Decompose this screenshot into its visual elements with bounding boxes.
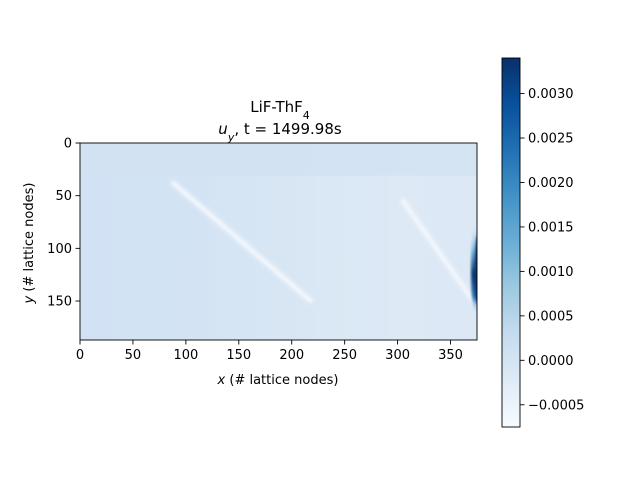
colorbar-tick-label-4: 0.0015 bbox=[528, 220, 574, 235]
plot-frame bbox=[79, 142, 478, 341]
heatmap-edge-peak-core bbox=[475, 237, 477, 302]
colorbar-tick-label-0: −0.0005 bbox=[528, 398, 584, 413]
y-tick-label-150: 150 bbox=[47, 295, 72, 310]
x-tick-label-0: 0 bbox=[76, 348, 84, 363]
colorbar-axis: −0.0005 0.0000 0.0005 0.0010 0.0015 0.0020 0.0… bbox=[520, 87, 584, 413]
x-axis-label: x (# lattice nodes) bbox=[217, 373, 339, 388]
x-tick-label-200: 200 bbox=[279, 348, 304, 363]
x-axis: 0 50 100 150 200 250 300 350 bbox=[76, 340, 463, 363]
heatmap-streak-core-2 bbox=[401, 199, 477, 308]
y-tick-label-0: 0 bbox=[64, 137, 72, 152]
x-tick-label-250: 250 bbox=[332, 348, 357, 363]
x-tick-label-350: 350 bbox=[438, 348, 463, 363]
chart-subtitle: uy, t = 1499.98s bbox=[218, 120, 342, 144]
colorbar-tick-label-1: 0.0000 bbox=[528, 354, 574, 369]
heatmap-left-region bbox=[80, 175, 208, 340]
chart-title: LiF-ThF4 bbox=[250, 98, 310, 122]
colorbar-tick-label-3: 0.0010 bbox=[528, 265, 574, 280]
heatmap-upper-band bbox=[80, 143, 477, 176]
colorbar bbox=[501, 57, 521, 428]
y-tick-label-100: 100 bbox=[47, 242, 72, 257]
x-tick-label-150: 150 bbox=[226, 348, 251, 363]
x-tick-label-50: 50 bbox=[125, 348, 142, 363]
y-axis-label: y (# lattice nodes) bbox=[22, 183, 37, 305]
colorbar-tick-label-7: 0.0030 bbox=[528, 87, 574, 102]
colorbar-tick-label-2: 0.0005 bbox=[528, 309, 574, 324]
y-tick-label-50: 50 bbox=[55, 189, 72, 204]
x-tick-label-300: 300 bbox=[385, 348, 410, 363]
y-axis: 0 50 100 150 bbox=[47, 137, 80, 310]
x-tick-label-100: 100 bbox=[173, 348, 198, 363]
colorbar-tick-label-5: 0.0020 bbox=[528, 176, 574, 191]
heatmap-image bbox=[80, 143, 477, 340]
heatmap-streak-core-1 bbox=[172, 182, 312, 303]
heatmap-edge-peak bbox=[471, 223, 477, 316]
colorbar-tick-label-6: 0.0025 bbox=[528, 132, 574, 147]
